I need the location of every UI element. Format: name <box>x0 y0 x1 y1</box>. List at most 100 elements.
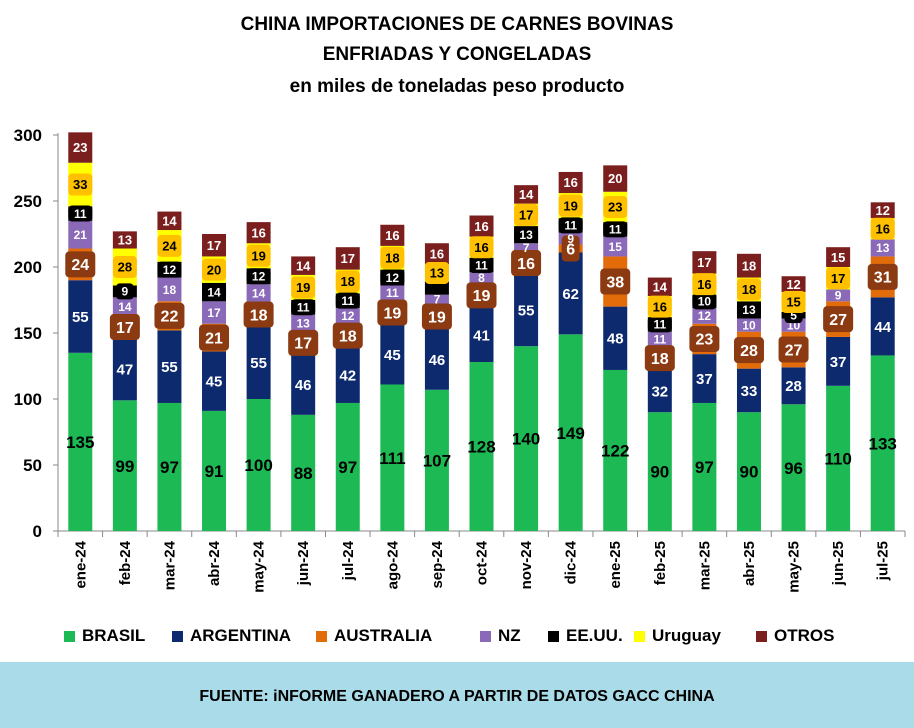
data-label: 38 <box>606 274 624 291</box>
data-label: 20 <box>207 262 221 277</box>
data-label: 16 <box>517 256 535 273</box>
data-label: 32 <box>651 383 668 400</box>
data-label-box <box>823 306 854 333</box>
data-label: 12 <box>163 263 177 277</box>
data-label: 17 <box>207 306 221 320</box>
data-label: 9 <box>835 289 842 303</box>
x-tick-label: feb-25 <box>652 541 669 585</box>
footer-band <box>0 662 914 728</box>
bar-stack: 97 55 22 18 12 24 14 <box>154 211 185 531</box>
data-label: 140 <box>512 430 540 449</box>
data-label: 48 <box>607 331 624 348</box>
data-label: 20 <box>608 171 622 186</box>
data-label: 122 <box>601 442 629 461</box>
legend-swatch <box>64 630 75 642</box>
data-label-box <box>603 221 628 238</box>
data-label-box <box>558 217 583 234</box>
data-label: 16 <box>653 299 667 314</box>
legend-item: BRASIL <box>64 624 145 648</box>
bar-segment <box>112 297 137 316</box>
bar-segment <box>157 277 182 302</box>
data-label: 21 <box>205 330 223 347</box>
bar-segment <box>246 326 271 399</box>
data-label: 99 <box>115 457 134 476</box>
data-label-box <box>558 194 583 217</box>
data-label: 13 <box>430 266 444 281</box>
y-tick-label: 50 <box>23 456 42 475</box>
x-tick-label: abr-24 <box>206 540 223 586</box>
data-label: 17 <box>831 271 845 286</box>
bar-segment <box>112 338 137 401</box>
data-label: 17 <box>697 255 711 270</box>
data-label: 47 <box>117 362 134 379</box>
data-label: 18 <box>250 307 268 324</box>
data-label: 11 <box>609 223 622 237</box>
bar-segment <box>736 253 761 278</box>
data-label: 16 <box>385 228 399 243</box>
data-label: 18 <box>385 250 399 265</box>
data-label: 46 <box>429 352 446 369</box>
x-tick-label: jun-24 <box>295 540 312 586</box>
bar-segment <box>692 307 717 324</box>
data-label: 13 <box>297 316 311 330</box>
legend-swatch <box>316 630 327 642</box>
bar-segment <box>380 325 405 385</box>
data-label: 41 <box>473 327 490 344</box>
bar-segment <box>291 354 316 415</box>
data-label: 11 <box>653 332 666 346</box>
data-label-box <box>246 268 271 285</box>
data-label-box <box>778 336 809 363</box>
x-tick-label: nov-24 <box>518 540 535 589</box>
data-label-box <box>157 261 182 278</box>
x-tick-label: abr-25 <box>741 541 758 586</box>
data-label: 149 <box>556 424 584 443</box>
legend-item: ARGENTINA <box>172 624 291 648</box>
data-label: 17 <box>519 208 533 223</box>
data-label: 9 <box>567 232 574 246</box>
bar-segment <box>603 369 628 531</box>
chart-legend: BRASIL ARGENTINA AUSTRALIA NZ EE.UU. Uruguay O… <box>0 624 914 648</box>
data-label: 18 <box>742 282 756 297</box>
data-label: 19 <box>251 248 265 263</box>
bar-segment <box>68 352 93 531</box>
bar-stack: 107 46 19 7 13 16 <box>421 243 452 531</box>
bar-segment <box>647 412 672 531</box>
data-label-box <box>692 293 717 310</box>
data-label-box <box>288 329 319 356</box>
footer-source: FUENTE: iNFORME GANADERO A PARTIR DE DAT… <box>199 688 715 705</box>
data-label: 19 <box>428 309 446 326</box>
data-label: 33 <box>741 383 758 400</box>
bar-segment <box>469 272 494 283</box>
data-label-box <box>202 284 227 301</box>
legend-item: OTROS <box>756 624 834 648</box>
data-label: 12 <box>386 271 400 285</box>
data-label-box <box>511 250 542 277</box>
bar-segment <box>514 273 539 347</box>
legend-label: ARGENTINA <box>190 626 292 645</box>
data-label: 45 <box>206 374 223 391</box>
bar-segment <box>826 289 851 302</box>
data-label: 62 <box>562 286 579 303</box>
data-label: 91 <box>205 462 224 481</box>
data-label-box <box>466 282 497 309</box>
data-label-box <box>424 261 449 284</box>
chart-title-line2: ENFRIADAS Y CONGELADAS <box>322 44 592 65</box>
bar-segment <box>68 132 93 163</box>
data-label-box <box>647 316 672 333</box>
data-label: 16 <box>474 240 488 255</box>
bar-segment <box>157 402 182 531</box>
bar-segment <box>514 243 539 253</box>
data-label: 107 <box>423 452 451 471</box>
data-label-box <box>561 235 580 262</box>
data-label: 23 <box>608 200 622 215</box>
data-label: 17 <box>116 320 134 337</box>
data-label-box <box>243 301 274 328</box>
data-label: 18 <box>742 258 756 273</box>
bar-segment <box>68 220 93 249</box>
data-label-box <box>736 301 761 318</box>
x-tick-label: mar-25 <box>696 541 713 590</box>
bar-segment <box>781 404 806 531</box>
